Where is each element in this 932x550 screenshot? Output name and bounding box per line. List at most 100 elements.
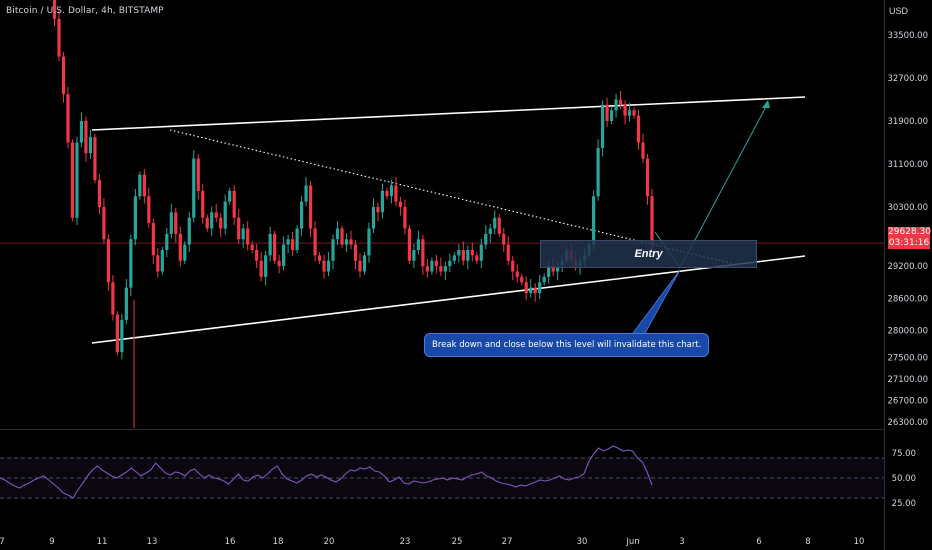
candle-body xyxy=(106,239,111,283)
candle-body xyxy=(174,212,178,234)
candle xyxy=(88,129,93,160)
candle xyxy=(461,241,465,266)
x-tick-label: 23 xyxy=(400,537,411,547)
candle-body xyxy=(178,233,182,261)
candle-body xyxy=(533,287,537,293)
candle-body xyxy=(479,244,483,261)
candle-body xyxy=(627,110,632,116)
rsi-tick-label: 75.00 xyxy=(892,449,916,459)
x-tick-label: 10 xyxy=(854,537,865,547)
entry-zone[interactable]: Entry xyxy=(540,240,757,268)
candle xyxy=(385,187,389,200)
candle-body xyxy=(196,158,200,191)
candle-body xyxy=(443,266,447,272)
y-tick-label: 28600.00 xyxy=(887,294,928,304)
x-tick-label: Jun xyxy=(625,537,639,547)
candle-body xyxy=(344,239,349,245)
candle-body xyxy=(430,260,434,272)
candle xyxy=(627,102,632,122)
candle-body xyxy=(57,18,61,57)
candle-body xyxy=(591,196,596,245)
y-tick-label: 27100.00 xyxy=(887,375,928,385)
candle-body xyxy=(542,276,546,283)
candle-body xyxy=(282,244,286,267)
candle-body xyxy=(497,217,501,234)
candle-body xyxy=(259,260,263,277)
x-tick-label: 9 xyxy=(49,537,54,547)
candle xyxy=(596,139,600,201)
dotted-trendline xyxy=(169,129,736,265)
candle-body xyxy=(596,147,600,197)
candle-body xyxy=(317,255,322,261)
candle xyxy=(232,184,236,226)
candle xyxy=(317,252,322,264)
candle xyxy=(192,150,196,223)
candle-body xyxy=(511,260,515,272)
candle xyxy=(448,253,452,273)
candle xyxy=(264,250,268,286)
candle xyxy=(138,171,142,200)
candle xyxy=(308,180,313,238)
candle-body xyxy=(605,104,609,121)
candle-body xyxy=(376,207,380,213)
y-tick-label: 27500.00 xyxy=(887,354,928,364)
candle xyxy=(84,116,88,162)
candle-body xyxy=(205,217,209,229)
candle-body xyxy=(308,185,313,229)
candle-body xyxy=(237,217,241,240)
candle xyxy=(304,176,308,207)
candle xyxy=(120,313,124,360)
candle xyxy=(313,221,317,262)
x-tick-label: 6 xyxy=(756,537,761,547)
candle-body xyxy=(228,190,232,202)
bar-countdown: 03:31:16 xyxy=(888,238,930,249)
candle xyxy=(470,242,474,262)
candle xyxy=(416,230,420,255)
candle xyxy=(75,136,79,226)
candle-body xyxy=(457,250,461,256)
candle-body xyxy=(219,217,223,229)
candle-body xyxy=(529,287,533,293)
candle-body xyxy=(241,228,245,240)
candle xyxy=(623,100,627,125)
candle xyxy=(165,227,169,258)
candle xyxy=(367,222,371,263)
candle xyxy=(183,241,187,264)
candle xyxy=(497,214,501,238)
candle xyxy=(430,257,434,275)
candle xyxy=(529,279,533,298)
candle-body xyxy=(75,142,79,218)
candle-body xyxy=(367,228,371,256)
projection-arrowhead xyxy=(762,100,770,108)
candle xyxy=(241,223,245,248)
candle xyxy=(340,225,344,248)
candle-body xyxy=(520,276,524,283)
candle-body xyxy=(192,158,196,218)
x-tick-label: 25 xyxy=(452,537,463,547)
candle-body xyxy=(403,207,407,229)
candle-body xyxy=(201,190,205,218)
invalidation-note[interactable]: Break down and close below this level wi… xyxy=(424,333,710,357)
candle-body xyxy=(506,244,510,261)
candle xyxy=(502,227,506,252)
candle-body xyxy=(448,260,452,267)
candle-body xyxy=(650,196,654,244)
candle xyxy=(331,234,335,270)
candle xyxy=(228,187,232,205)
candle xyxy=(515,264,519,283)
candle-body xyxy=(255,250,259,261)
candle-body xyxy=(111,282,115,315)
candle xyxy=(142,168,146,204)
x-tick-label: 27 xyxy=(502,537,513,547)
candle-body xyxy=(138,174,142,197)
candle-body xyxy=(183,244,187,261)
y-tick-label: 29200.00 xyxy=(887,262,928,272)
candle-body xyxy=(156,255,160,272)
candle-body xyxy=(475,255,479,261)
candle-body xyxy=(434,260,438,267)
candle-body xyxy=(102,207,106,240)
candle-body xyxy=(394,185,398,202)
candle xyxy=(277,254,281,274)
candle-body xyxy=(609,110,614,121)
